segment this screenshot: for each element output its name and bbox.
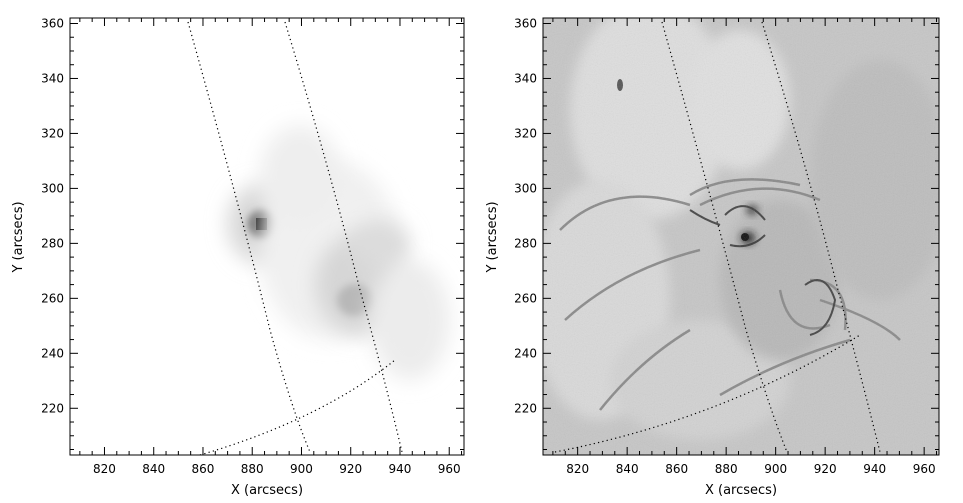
right-ytick-label: 320 bbox=[514, 126, 537, 140]
right-ytick-label: 220 bbox=[514, 401, 537, 415]
left-panel: 820 840 860 880 900 920 940 960 220 240 260 280 300 3… bbox=[11, 16, 465, 498]
left-xlabel: X (arcsecs) bbox=[231, 483, 303, 498]
right-ytick-label: 240 bbox=[514, 346, 537, 360]
left-xtick-label: 940 bbox=[389, 462, 412, 476]
left-ytick-label: 280 bbox=[41, 236, 64, 250]
right-xtick-label: 860 bbox=[665, 462, 688, 476]
right-xtick-label: 820 bbox=[566, 462, 589, 476]
right-xtick-label: 960 bbox=[913, 462, 936, 476]
left-ytick-label: 240 bbox=[41, 346, 64, 360]
right-emission-image bbox=[543, 18, 939, 455]
right-ticks: 820 840 860 880 900 920 940 960 220 240 260 280 300 3… bbox=[514, 16, 939, 476]
left-ytick-label: 300 bbox=[41, 181, 64, 195]
right-ylabel: Y (arcsecs) bbox=[485, 201, 500, 273]
right-xtick-label: 920 bbox=[814, 462, 837, 476]
right-ytick-label: 360 bbox=[514, 16, 537, 30]
left-xtick-label: 840 bbox=[142, 462, 165, 476]
left-xtick-label: 820 bbox=[93, 462, 116, 476]
left-ytick-label: 220 bbox=[41, 401, 64, 415]
left-ytick-label: 360 bbox=[41, 16, 64, 30]
right-xtick-label: 840 bbox=[616, 462, 639, 476]
right-frame bbox=[542, 17, 940, 456]
left-ticks: 820 840 860 880 900 920 940 960 220 240 260 280 300 3… bbox=[41, 16, 464, 476]
left-grid-lines bbox=[187, 21, 403, 455]
right-ytick-label: 280 bbox=[514, 236, 537, 250]
left-ytick-label: 340 bbox=[41, 71, 64, 85]
left-emission-image bbox=[227, 125, 450, 380]
left-ytick-label: 320 bbox=[41, 126, 64, 140]
right-panel: 820 840 860 880 900 920 940 960 220 240 260 280 300 3… bbox=[485, 16, 940, 498]
right-xtick-label: 940 bbox=[863, 462, 886, 476]
left-ytick-label: 260 bbox=[41, 291, 64, 305]
right-xtick-label: 900 bbox=[764, 462, 787, 476]
left-xtick-label: 960 bbox=[438, 462, 461, 476]
left-ylabel: Y (arcsecs) bbox=[11, 201, 26, 273]
right-xlabel: X (arcsecs) bbox=[705, 483, 777, 498]
right-ytick-label: 300 bbox=[514, 181, 537, 195]
left-xtick-label: 920 bbox=[339, 462, 362, 476]
right-ytick-label: 260 bbox=[514, 291, 537, 305]
left-frame bbox=[69, 17, 465, 456]
right-ytick-label: 340 bbox=[514, 71, 537, 85]
left-xtick-label: 860 bbox=[192, 462, 215, 476]
left-xtick-label: 900 bbox=[290, 462, 313, 476]
right-xtick-label: 880 bbox=[715, 462, 738, 476]
left-xtick-label: 880 bbox=[241, 462, 264, 476]
